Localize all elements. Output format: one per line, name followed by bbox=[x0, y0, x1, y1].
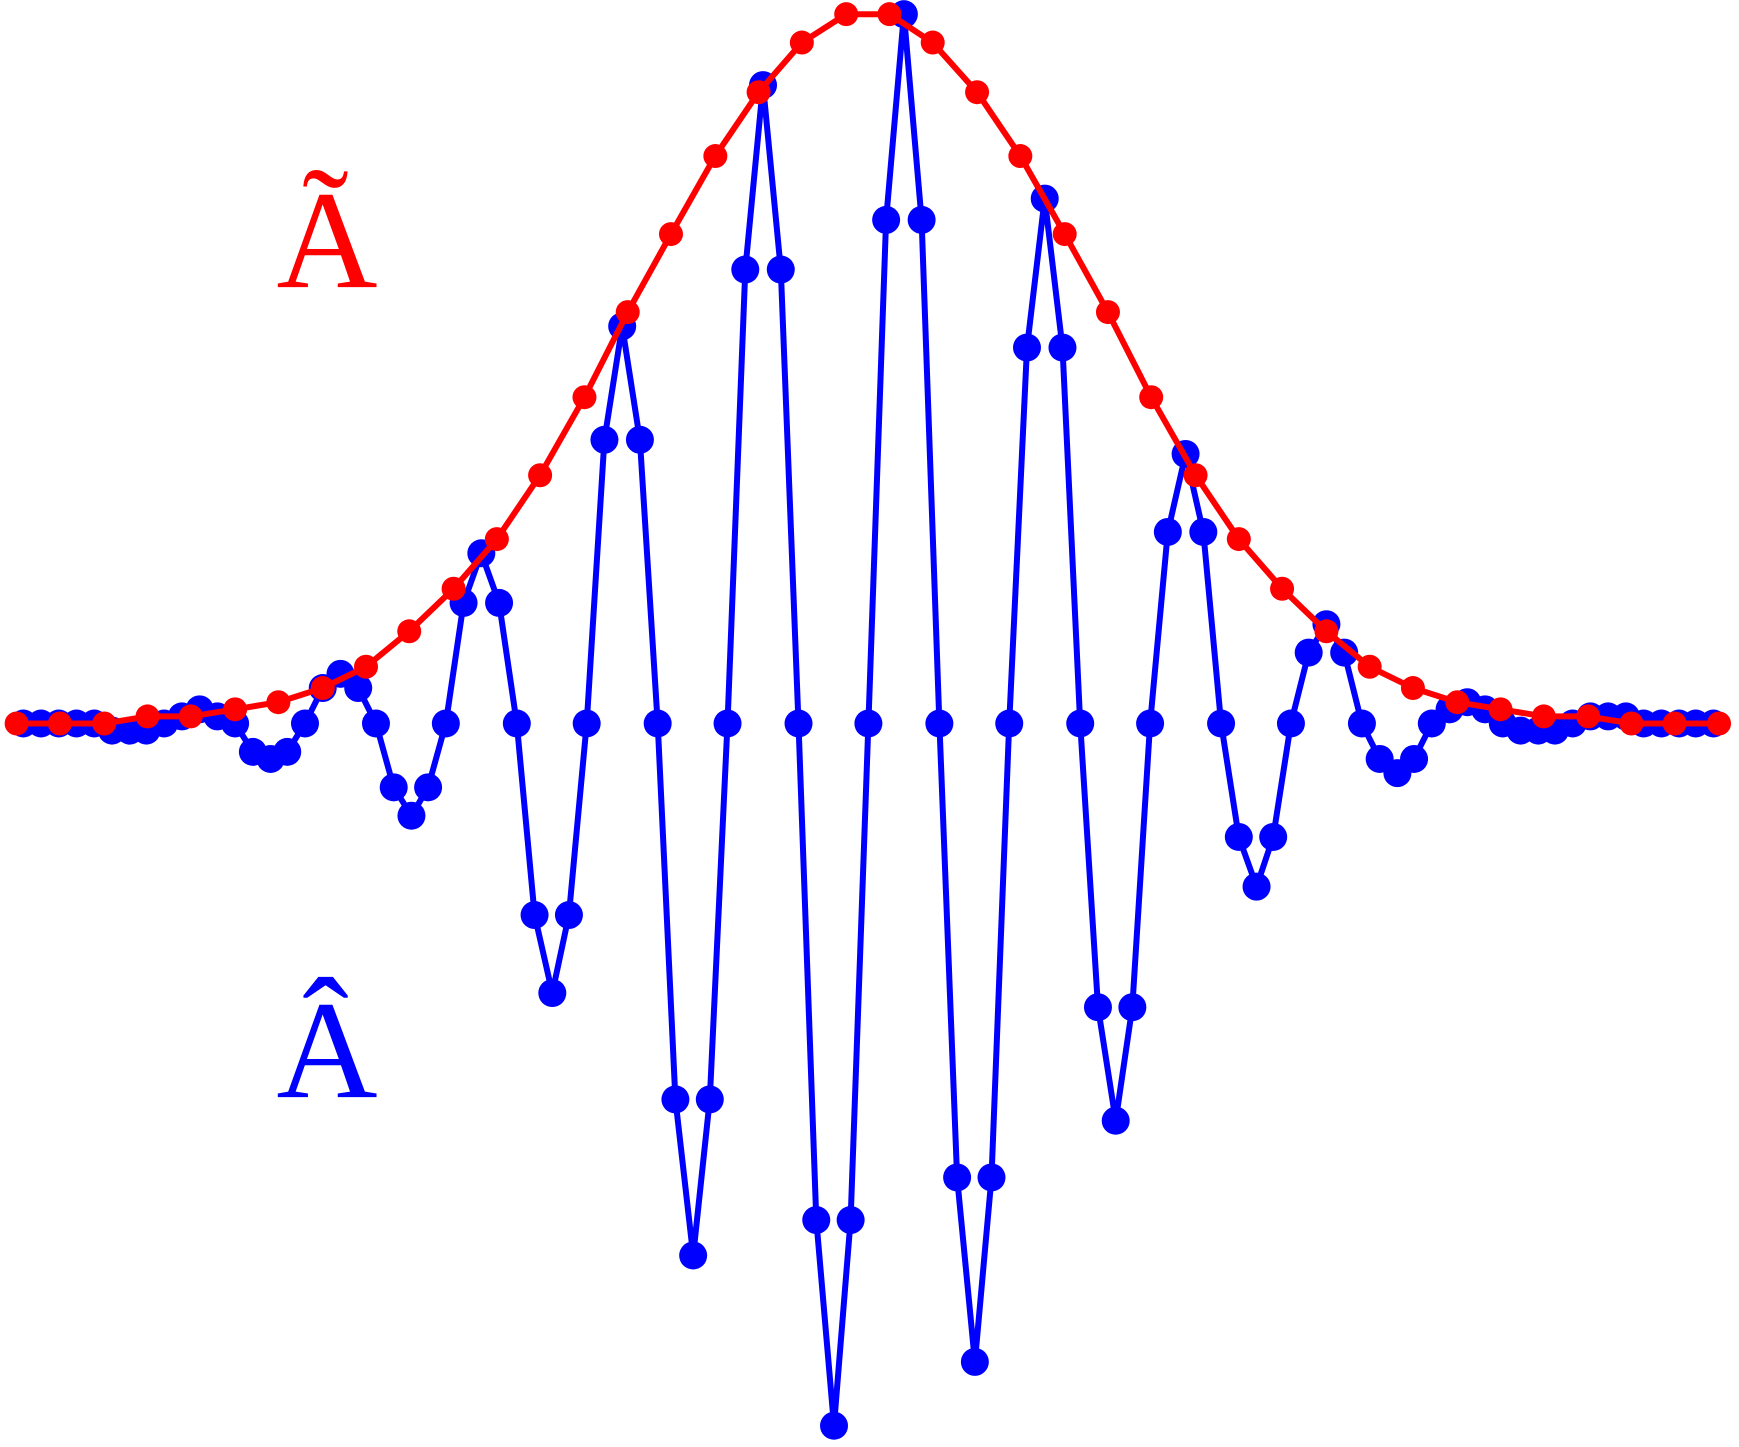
plot-area bbox=[4, 0, 1732, 1440]
data-point bbox=[977, 1163, 1006, 1192]
data-point bbox=[1052, 222, 1077, 247]
data-point bbox=[1270, 576, 1295, 601]
data-point bbox=[1619, 711, 1644, 736]
data-point bbox=[713, 709, 742, 738]
data-point bbox=[344, 674, 373, 703]
data-point bbox=[1707, 711, 1732, 736]
data-point bbox=[554, 901, 583, 930]
data-point bbox=[658, 222, 683, 247]
data-point bbox=[1226, 527, 1251, 552]
data-point bbox=[907, 205, 936, 234]
data-point bbox=[1012, 333, 1041, 362]
data-point bbox=[47, 711, 72, 736]
data-point bbox=[920, 30, 945, 55]
data-point bbox=[1347, 709, 1376, 738]
data-point bbox=[643, 709, 672, 738]
data-point bbox=[703, 144, 728, 169]
data-point bbox=[854, 709, 883, 738]
data-point bbox=[877, 2, 902, 27]
data-point bbox=[943, 1163, 972, 1192]
data-point bbox=[995, 709, 1024, 738]
data-point bbox=[1183, 463, 1208, 488]
data-point bbox=[1008, 144, 1033, 169]
data-point bbox=[528, 463, 553, 488]
data-point bbox=[273, 737, 302, 766]
data-point bbox=[266, 690, 291, 715]
data-point bbox=[1189, 517, 1218, 546]
data-point bbox=[414, 773, 443, 802]
data-point bbox=[223, 697, 248, 722]
data-point bbox=[484, 527, 509, 552]
data-point bbox=[397, 619, 422, 644]
data-point bbox=[836, 1206, 865, 1235]
data-point bbox=[1066, 709, 1095, 738]
data-point bbox=[784, 709, 813, 738]
data-point bbox=[1101, 1106, 1130, 1135]
data-point bbox=[397, 801, 426, 830]
data-point bbox=[178, 704, 203, 729]
data-point bbox=[1576, 704, 1601, 729]
data-point bbox=[520, 901, 549, 930]
data-point bbox=[1330, 638, 1359, 667]
data-point bbox=[379, 773, 408, 802]
data-point bbox=[872, 205, 901, 234]
data-point bbox=[925, 709, 954, 738]
data-point bbox=[441, 576, 466, 601]
data-point bbox=[502, 709, 531, 738]
data-point bbox=[290, 709, 319, 738]
data-point bbox=[789, 30, 814, 55]
data-point bbox=[1083, 993, 1112, 1022]
data-point bbox=[965, 80, 990, 105]
series-label: Ã bbox=[276, 163, 377, 318]
data-point bbox=[1153, 517, 1182, 546]
data-point bbox=[1276, 709, 1305, 738]
data-point bbox=[820, 1411, 849, 1440]
data-point bbox=[802, 1206, 831, 1235]
data-point bbox=[1136, 709, 1165, 738]
data-point bbox=[746, 80, 771, 105]
data-point bbox=[960, 1347, 989, 1376]
data-point bbox=[4, 711, 29, 736]
data-point bbox=[625, 425, 654, 454]
data-point bbox=[1242, 872, 1271, 901]
data-point bbox=[1139, 385, 1164, 410]
data-point bbox=[1400, 676, 1425, 701]
data-point bbox=[353, 654, 378, 679]
data-point bbox=[1095, 300, 1120, 325]
data-point bbox=[1531, 704, 1556, 729]
data-point bbox=[572, 709, 601, 738]
data-point bbox=[1294, 638, 1323, 667]
data-point bbox=[695, 1085, 724, 1114]
data-point bbox=[92, 711, 117, 736]
data-point bbox=[590, 425, 619, 454]
data-point bbox=[1400, 744, 1429, 773]
data-point bbox=[731, 255, 760, 284]
data-point bbox=[679, 1241, 708, 1270]
data-point bbox=[1445, 690, 1470, 715]
series-line bbox=[16, 11, 1719, 727]
data-point bbox=[538, 979, 567, 1008]
data-point bbox=[661, 1085, 690, 1114]
data-point bbox=[1259, 822, 1288, 851]
data-point bbox=[1314, 619, 1339, 644]
data-point bbox=[615, 300, 640, 325]
data-point bbox=[766, 255, 795, 284]
data-point bbox=[1118, 993, 1147, 1022]
data-point bbox=[834, 2, 859, 27]
data-point bbox=[1048, 333, 1077, 362]
data-point bbox=[485, 588, 514, 617]
data-point bbox=[135, 704, 160, 729]
data-point bbox=[361, 709, 390, 738]
data-point bbox=[572, 385, 597, 410]
data-point bbox=[431, 709, 460, 738]
data-point bbox=[1662, 711, 1687, 736]
data-point bbox=[1207, 709, 1236, 738]
data-point bbox=[1224, 822, 1253, 851]
data-point bbox=[1357, 654, 1382, 679]
data-point bbox=[310, 676, 335, 701]
series-label: Â bbox=[276, 973, 377, 1128]
data-point bbox=[1488, 697, 1513, 722]
